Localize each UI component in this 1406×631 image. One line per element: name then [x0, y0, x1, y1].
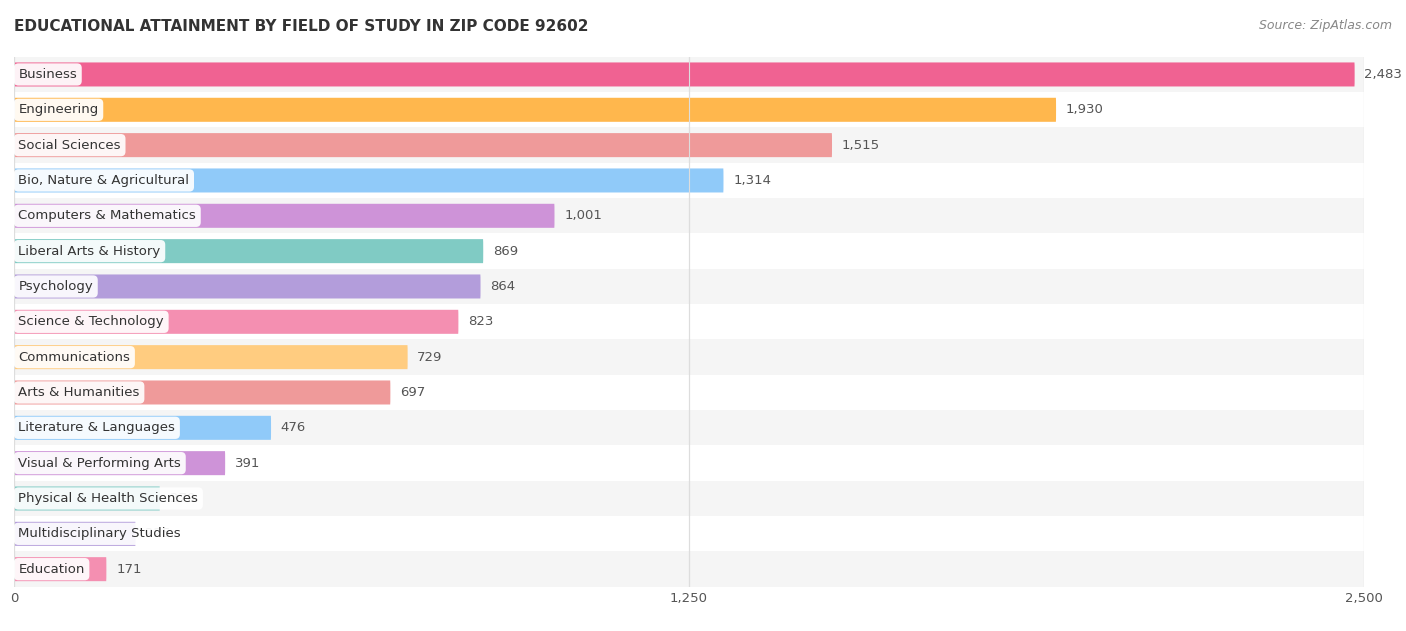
Bar	[14, 304, 1364, 339]
FancyBboxPatch shape	[14, 98, 1056, 122]
FancyBboxPatch shape	[14, 310, 458, 334]
FancyBboxPatch shape	[14, 239, 484, 263]
Text: Computers & Mathematics: Computers & Mathematics	[18, 209, 195, 222]
Bar	[14, 269, 1364, 304]
Text: 2,483: 2,483	[1364, 68, 1402, 81]
Text: 225: 225	[145, 528, 170, 540]
Bar	[14, 127, 1364, 163]
Text: 697: 697	[401, 386, 426, 399]
FancyBboxPatch shape	[14, 168, 724, 192]
Bar	[14, 92, 1364, 127]
Bar	[14, 339, 1364, 375]
Bar	[14, 410, 1364, 445]
Bar	[14, 375, 1364, 410]
Text: EDUCATIONAL ATTAINMENT BY FIELD OF STUDY IN ZIP CODE 92602: EDUCATIONAL ATTAINMENT BY FIELD OF STUDY…	[14, 19, 589, 34]
FancyBboxPatch shape	[14, 380, 391, 404]
Text: Literature & Languages: Literature & Languages	[18, 422, 176, 434]
Text: Science & Technology: Science & Technology	[18, 316, 165, 328]
Text: Engineering: Engineering	[18, 103, 98, 116]
Text: Source: ZipAtlas.com: Source: ZipAtlas.com	[1258, 19, 1392, 32]
Bar	[14, 233, 1364, 269]
Text: Liberal Arts & History: Liberal Arts & History	[18, 245, 160, 257]
Text: 391: 391	[235, 457, 260, 469]
Bar	[14, 481, 1364, 516]
Text: 1,001: 1,001	[564, 209, 602, 222]
Bar	[14, 198, 1364, 233]
Text: 1,515: 1,515	[842, 139, 880, 151]
Bar	[14, 516, 1364, 551]
Text: Social Sciences: Social Sciences	[18, 139, 121, 151]
FancyBboxPatch shape	[14, 557, 107, 581]
Text: 864: 864	[491, 280, 516, 293]
FancyBboxPatch shape	[14, 204, 554, 228]
Text: Communications: Communications	[18, 351, 131, 363]
Text: Bio, Nature & Agricultural: Bio, Nature & Agricultural	[18, 174, 190, 187]
Text: 1,314: 1,314	[733, 174, 772, 187]
Text: 1,930: 1,930	[1066, 103, 1104, 116]
Text: Business: Business	[18, 68, 77, 81]
FancyBboxPatch shape	[14, 416, 271, 440]
Text: Physical & Health Sciences: Physical & Health Sciences	[18, 492, 198, 505]
Bar	[14, 163, 1364, 198]
Bar	[14, 57, 1364, 92]
FancyBboxPatch shape	[14, 133, 832, 157]
FancyBboxPatch shape	[14, 62, 1354, 86]
Text: 171: 171	[117, 563, 142, 575]
Bar	[14, 551, 1364, 587]
Bar	[14, 445, 1364, 481]
FancyBboxPatch shape	[14, 487, 160, 510]
Text: 823: 823	[468, 316, 494, 328]
FancyBboxPatch shape	[14, 345, 408, 369]
Text: 476: 476	[281, 422, 307, 434]
FancyBboxPatch shape	[14, 274, 481, 298]
Text: Arts & Humanities: Arts & Humanities	[18, 386, 139, 399]
Text: Education: Education	[18, 563, 84, 575]
FancyBboxPatch shape	[14, 522, 135, 546]
Text: Visual & Performing Arts: Visual & Performing Arts	[18, 457, 181, 469]
Text: Multidisciplinary Studies: Multidisciplinary Studies	[18, 528, 181, 540]
Text: 729: 729	[418, 351, 443, 363]
Text: Psychology: Psychology	[18, 280, 93, 293]
FancyBboxPatch shape	[14, 451, 225, 475]
Text: 869: 869	[494, 245, 517, 257]
Text: 270: 270	[170, 492, 195, 505]
